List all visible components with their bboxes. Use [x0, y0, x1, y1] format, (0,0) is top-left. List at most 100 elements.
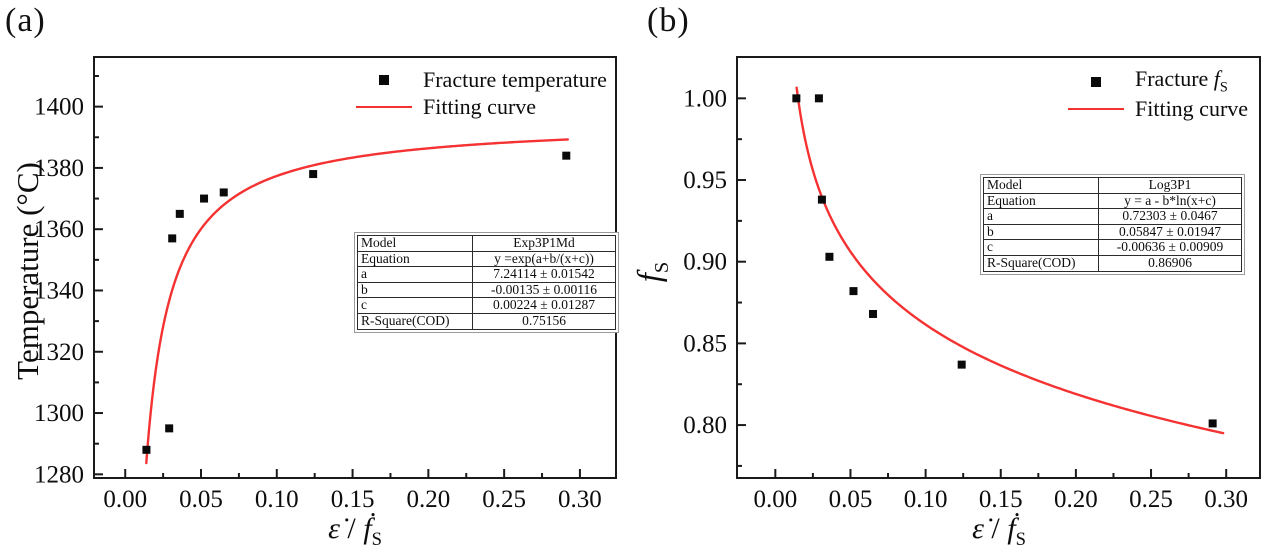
data-point-marker	[1208, 419, 1217, 428]
fit-table-value: 0.86906	[1098, 254, 1242, 272]
fit-table-key: b	[983, 223, 1099, 241]
fit-table-value: y =exp(a+b/(x+c))	[472, 250, 616, 268]
fit-table-row: Model Log3P1	[983, 177, 1242, 194]
scatter-marker-icon	[1091, 76, 1101, 87]
f-dot-symbol: ḟ	[1007, 512, 1016, 545]
data-point-marker	[957, 360, 966, 369]
fit-line-icon	[356, 105, 412, 108]
axis-tick-labels: 0.00 0.05 0.10 0.15 0.20 0.25 0.30 1280 1300 1320…	[34, 94, 602, 513]
plot-panel-a: 0.00 0.05 0.10 0.15 0.20 0.25 0.30 1280 1300 1320…	[34, 56, 617, 513]
slash-separator: /	[339, 512, 364, 545]
y-tick-label: 1.00	[683, 85, 727, 112]
fit-table-key: Model	[357, 235, 473, 252]
fit-table-row: R-Square(COD) 0.86906	[983, 254, 1242, 272]
data-point-marker	[792, 94, 801, 103]
x-tick-label: 0.05	[179, 486, 223, 513]
legend-icon-cell	[352, 105, 416, 108]
legend-label-prefix: Fracture	[1135, 66, 1214, 92]
fit-table-key: c	[357, 297, 473, 314]
y-tick-label: 1300	[34, 400, 84, 427]
data-point-marker	[168, 234, 177, 243]
fit-table-key: Model	[983, 177, 1099, 194]
fit-table-value: -0.00135 ± 0.00116	[472, 281, 616, 299]
y-axis-title-a: Temperature (°C)	[10, 162, 45, 380]
x-tick-label: 0.00	[753, 486, 797, 513]
data-point-marker	[849, 287, 858, 296]
fit-table-key: a	[357, 266, 473, 283]
x-tick-label: 0.10	[904, 486, 948, 513]
legend-entry-scatter: Fracture temperature	[352, 66, 622, 93]
data-point-marker	[562, 151, 571, 160]
x-tick-label: 0.15	[331, 486, 375, 513]
x-tick-label: 0.10	[255, 486, 299, 513]
fit-table-value: 7.24114 ± 0.01542	[472, 266, 616, 283]
data-point-marker	[200, 194, 209, 203]
fit-table-key: R-Square(COD)	[983, 254, 1099, 272]
slash-separator: /	[983, 512, 1008, 545]
fit-table-row: c -0.00636 ± 0.00909	[983, 239, 1242, 256]
fit-table-value: 0.72303 ± 0.0467	[1098, 208, 1242, 225]
fit-table-row: Equation y = a - b*ln(x+c)	[983, 192, 1242, 210]
legend-b: Fracture fS Fitting curve	[1064, 66, 1266, 122]
x-tick-label: 0.20	[1054, 486, 1098, 513]
scatter-points	[142, 151, 571, 454]
data-point-marker	[817, 195, 826, 204]
fit-curve	[795, 86, 1225, 435]
fit-results-table-a: Model Exp3P1Md Equation y =exp(a+b/(x+c)) a 7…	[354, 232, 619, 333]
fit-curve	[145, 138, 569, 465]
legend-icon-cell	[1064, 76, 1128, 87]
axis-tick-labels: 0.00 0.05 0.10 0.15 0.20 0.25 0.30 0.80 0.85 0.90…	[683, 85, 1248, 513]
fit-table-key: a	[983, 208, 1099, 225]
fit-table-key: R-Square(COD)	[357, 312, 473, 330]
x-tick-label: 0.30	[558, 486, 602, 513]
scatter-points	[792, 94, 1217, 428]
legend-label: Fracture temperature	[423, 66, 607, 92]
x-tick-label: 0.20	[406, 486, 450, 513]
fit-table-row: R-Square(COD) 0.75156	[357, 312, 616, 330]
data-point-marker	[142, 445, 151, 454]
x-axis-title-b: ε̇ / ḟS	[899, 512, 1099, 551]
y-title-b-sub: S	[650, 261, 673, 274]
fit-table-value: 0.05847 ± 0.01947	[1098, 223, 1242, 241]
y-tick-label: 0.85	[683, 330, 727, 357]
fit-table-row: a 0.72303 ± 0.0467	[983, 208, 1242, 225]
data-point-marker	[219, 188, 228, 197]
fit-table-row: b 0.05847 ± 0.01947	[983, 223, 1242, 241]
plot-panel-b: 0.00 0.05 0.10 0.15 0.20 0.25 0.30 0.80 0.85 0.90…	[683, 56, 1261, 513]
legend-entry-line: Fitting curve	[1064, 95, 1266, 122]
fit-table-value: -0.00636 ± 0.00909	[1098, 239, 1242, 256]
fit-results-table-b: Model Log3P1 Equation y = a - b*ln(x+c) a 0.7…	[980, 174, 1245, 275]
y-tick-label: 1320	[34, 339, 84, 366]
x-tick-label: 0.25	[1129, 486, 1173, 513]
fit-table-value: Exp3P1Md	[472, 235, 616, 252]
epsilon-dot-symbol: ε̇	[972, 512, 984, 545]
fit-table-key: c	[983, 239, 1099, 256]
data-point-marker	[309, 170, 318, 179]
x-tick-label: 0.00	[103, 486, 147, 513]
y-tick-label: 1380	[34, 155, 84, 182]
legend-a: Fracture temperature Fitting curve	[352, 66, 622, 120]
fit-table-row: b -0.00135 ± 0.00116	[357, 281, 616, 299]
scatter-marker-icon	[379, 74, 389, 85]
fit-table-value: y = a - b*ln(x+c)	[1098, 192, 1242, 210]
subscript-s: S	[371, 529, 382, 550]
fit-line-icon	[1068, 107, 1124, 110]
axis-ticks	[94, 74, 581, 478]
y-tick-label: 1360	[34, 216, 84, 243]
x-tick-label: 0.25	[482, 486, 526, 513]
data-point-marker	[869, 309, 878, 318]
y-tick-label: 0.80	[683, 412, 727, 439]
data-point-marker	[165, 424, 174, 433]
legend-icon-cell	[1064, 107, 1128, 110]
y-title-b-f: f	[632, 273, 669, 283]
epsilon-dot-symbol: ε̇	[328, 512, 340, 545]
subscript-s: S	[1015, 529, 1026, 550]
data-point-marker	[814, 94, 823, 103]
legend-label: Fitting curve	[1135, 95, 1249, 121]
legend-label-f: f	[1213, 66, 1220, 92]
x-tick-label: 0.15	[979, 486, 1023, 513]
legend-label: Fitting curve	[423, 93, 537, 119]
axis-ticks	[737, 97, 1228, 478]
y-tick-label: 1280	[34, 461, 84, 488]
